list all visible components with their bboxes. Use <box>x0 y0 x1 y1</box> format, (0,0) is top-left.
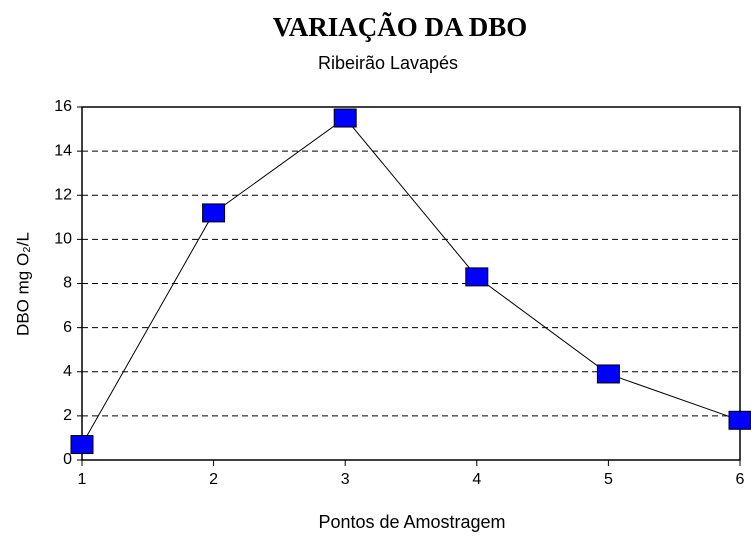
x-tick-label: 2 <box>209 471 218 488</box>
data-point <box>465 267 489 287</box>
data-line <box>81 117 741 445</box>
data-point <box>728 410 751 430</box>
y-tick-label: 12 <box>54 186 72 203</box>
y-tick-label: 14 <box>54 142 72 159</box>
data-point <box>596 364 620 384</box>
chart-subtitle: Ribeirão Lavapés <box>318 53 458 73</box>
x-tick-label: 3 <box>341 471 350 488</box>
y-tick-label: 8 <box>63 275 72 292</box>
data-point <box>70 435 94 455</box>
x-tick-label: 5 <box>604 471 613 488</box>
y-tick-label: 4 <box>63 363 72 380</box>
x-tick-label: 4 <box>472 471 481 488</box>
x-axis-label: Pontos de Amostragem <box>318 512 505 532</box>
data-point <box>333 108 357 128</box>
plot-frame <box>81 106 741 461</box>
x-tick-label: 1 <box>78 471 87 488</box>
y-tick-label: 10 <box>54 231 72 248</box>
y-tick-label: 2 <box>63 407 72 424</box>
y-tick-label: 6 <box>63 319 72 336</box>
y-axis-label: DBO mg O₂/L <box>13 232 32 336</box>
y-tick-label: 0 <box>63 451 72 468</box>
x-tick-label: 6 <box>736 471 745 488</box>
chart-title: VARIAÇÃO DA DBO <box>273 12 528 42</box>
data-point <box>202 203 226 223</box>
y-tick-label: 16 <box>54 98 72 115</box>
